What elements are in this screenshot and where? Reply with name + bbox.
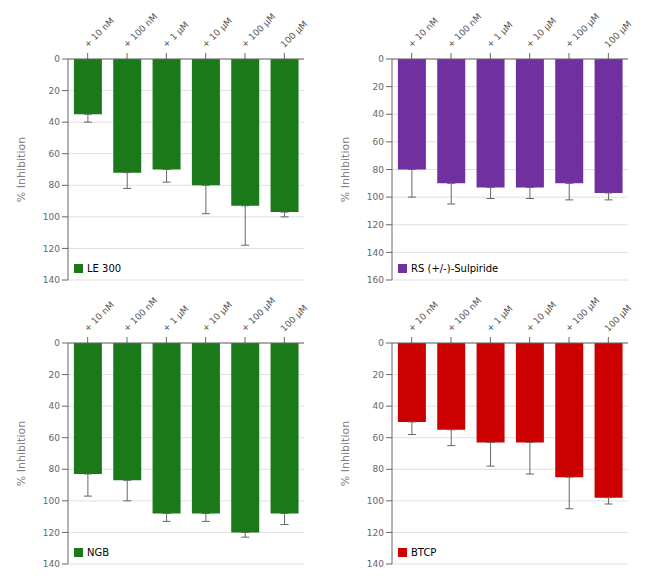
svg-text:+ 10 μM: + 10 μM [200,299,234,333]
svg-text:+ 10 μM: + 10 μM [524,15,558,49]
svg-text:60: 60 [373,433,385,443]
svg-text:140: 140 [367,559,384,569]
svg-text:100 μM: 100 μM [279,303,310,334]
svg-text:40: 40 [373,109,385,119]
svg-text:+ 100 μM: + 100 μM [239,295,277,333]
svg-text:20: 20 [49,370,61,380]
svg-text:+ 10 μM: + 10 μM [524,299,558,333]
svg-text:0: 0 [378,54,384,64]
svg-text:+ 1 μM: + 1 μM [161,20,191,50]
svg-text:100 μM: 100 μM [603,19,634,50]
svg-text:% Inhibition: % Inhibition [15,421,28,486]
svg-text:+ 100 nM: + 100 nM [445,11,483,49]
svg-text:% Inhibition: % Inhibition [339,421,352,486]
svg-text:% Inhibition: % Inhibition [339,137,352,202]
html-text:BTCP: BTCP [411,547,437,558]
svg-text:40: 40 [373,401,385,411]
svg-text:20: 20 [373,82,385,92]
svg-text:100: 100 [367,192,384,202]
svg-text:+ 100 nM: + 100 nM [121,11,159,49]
svg-text:80: 80 [373,165,385,175]
svg-text:60: 60 [49,149,61,159]
svg-text:60: 60 [49,433,61,443]
svg-text:+ 10 nM: + 10 nM [406,300,440,334]
svg-text:60: 60 [373,137,385,147]
svg-text:140: 140 [43,275,60,285]
svg-text:+ 1 μM: + 1 μM [485,304,515,334]
svg-text:0: 0 [54,338,60,348]
svg-text:20: 20 [373,370,385,380]
svg-text:80: 80 [373,464,385,474]
svg-text:+ 100 μM: + 100 μM [563,295,601,333]
svg-text:+ 10 μM: + 10 μM [200,15,234,49]
svg-text:100: 100 [367,496,384,506]
svg-text:100: 100 [43,212,60,222]
svg-text:100 μM: 100 μM [603,303,634,334]
svg-text:+ 100 μM: + 100 μM [563,11,601,49]
svg-text:120: 120 [367,220,384,230]
svg-text:120: 120 [43,528,60,538]
svg-text:80: 80 [49,464,61,474]
svg-text:120: 120 [367,528,384,538]
svg-text:+ 10 nM: + 10 nM [82,300,116,334]
svg-text:+ 100 nM: + 100 nM [445,295,483,333]
svg-text:80: 80 [49,180,61,190]
svg-text:0: 0 [54,54,60,64]
svg-text:+ 1 μM: + 1 μM [485,20,515,50]
svg-text:+ 10 nM: + 10 nM [82,16,116,50]
svg-text:100 μM: 100 μM [279,19,310,50]
svg-text:140: 140 [367,248,384,258]
svg-text:40: 40 [49,401,61,411]
html-text:NGB: NGB [87,547,110,558]
svg-text:+ 1 μM: + 1 μM [161,304,191,334]
svg-text:+ 10 nM: + 10 nM [406,16,440,50]
svg-text:20: 20 [49,86,61,96]
svg-text:+ 100 nM: + 100 nM [121,295,159,333]
html-text:LE 300: LE 300 [87,263,122,274]
svg-text:40: 40 [49,117,61,127]
svg-text:120: 120 [43,244,60,254]
html-text:RS (+/-)-Sulpiride: RS (+/-)-Sulpiride [411,263,499,274]
svg-text:160: 160 [367,275,384,285]
svg-text:+ 100 μM: + 100 μM [239,11,277,49]
svg-text:% Inhibition: % Inhibition [15,137,28,202]
svg-text:0: 0 [378,338,384,348]
svg-text:140: 140 [43,559,60,569]
svg-text:100: 100 [43,496,60,506]
